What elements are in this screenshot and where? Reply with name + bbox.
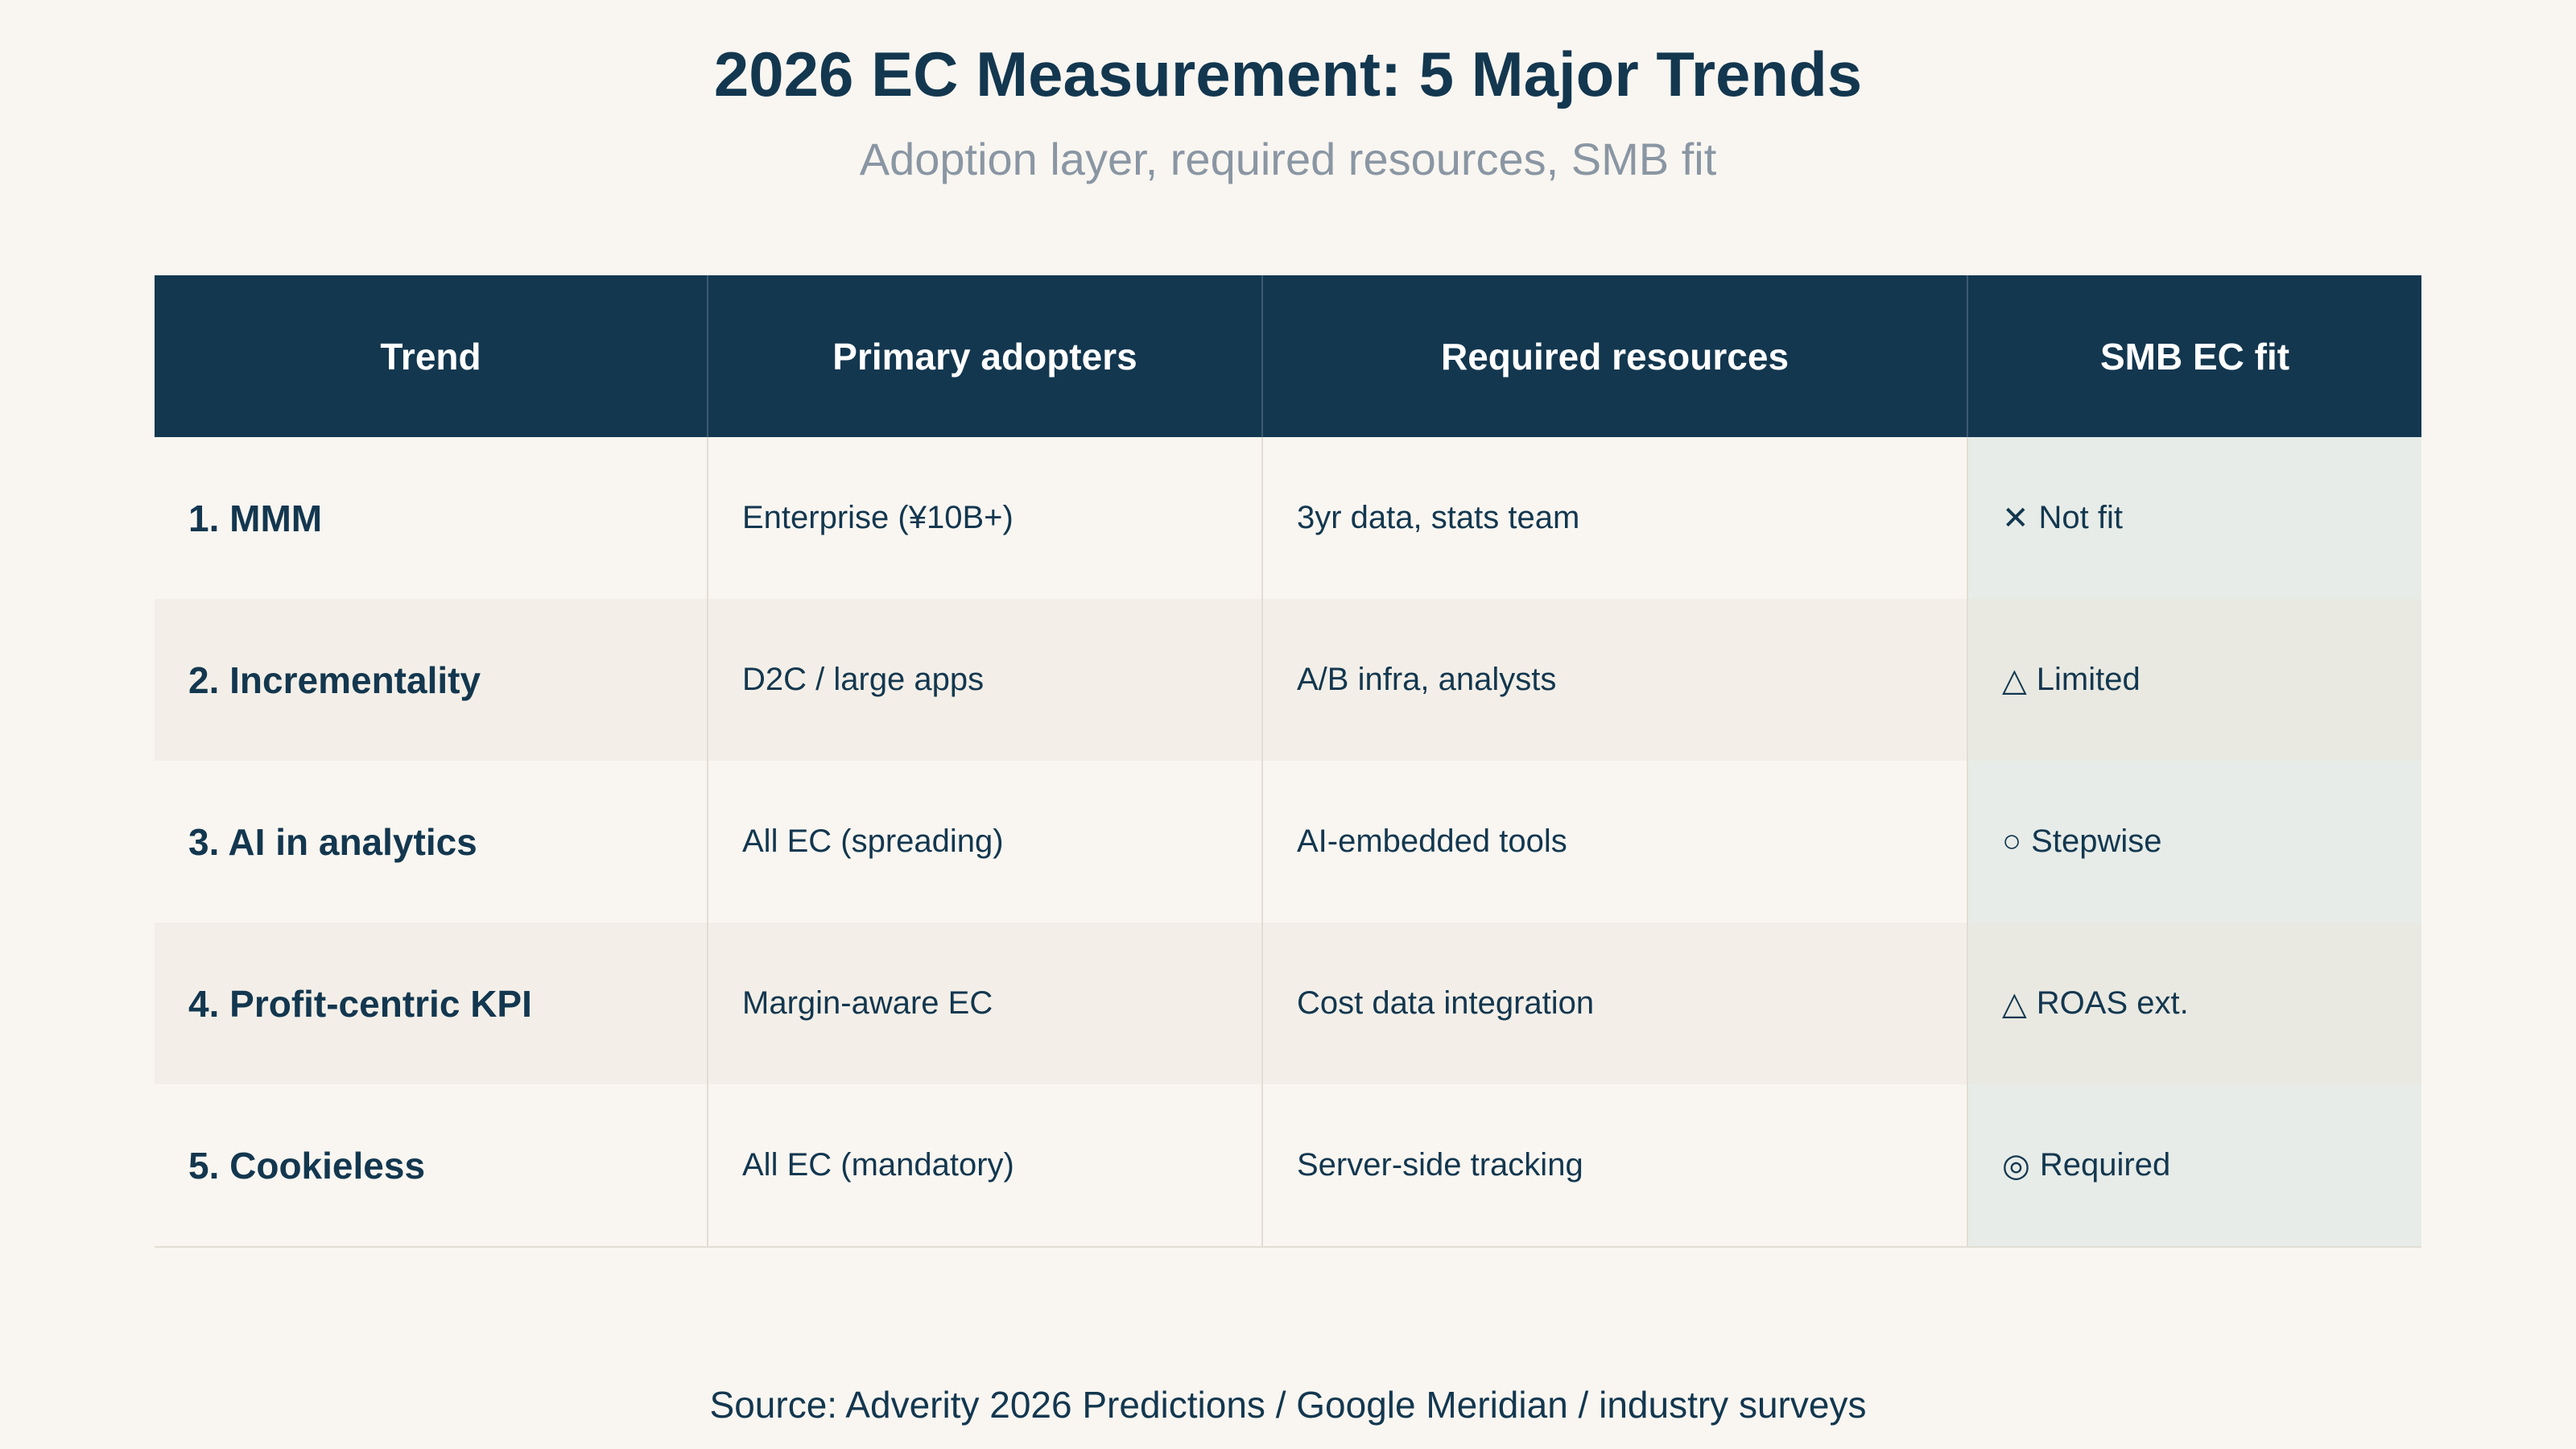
column-header-primary-adopters: Primary adopters xyxy=(708,275,1263,437)
table-header-row: Trend Primary adopters Required resource… xyxy=(155,275,2421,437)
triangle-icon: △ xyxy=(2002,985,2027,1022)
fit-label: Required xyxy=(2039,1147,2171,1183)
trend-cell: 2. Incrementality xyxy=(155,599,708,761)
page-title: 2026 EC Measurement: 5 Major Trends xyxy=(713,39,1863,109)
trends-table: Trend Primary adopters Required resource… xyxy=(155,275,2421,1248)
fit-cell: ✕ Not fit xyxy=(1968,437,2421,599)
double-circle-icon: ◎ xyxy=(2002,1147,2030,1183)
table-row: 3. AI in analytics All EC (spreading) AI… xyxy=(155,761,2421,923)
adopters-cell: Margin-aware EC xyxy=(708,923,1263,1084)
resources-cell: Cost data integration xyxy=(1263,923,1968,1084)
table-row: 2. Incrementality D2C / large apps A/B i… xyxy=(155,599,2421,761)
fit-label: Not fit xyxy=(2038,500,2123,535)
source-note: Source: Adverity 2026 Predictions / Goog… xyxy=(709,1384,1867,1426)
column-header-trend: Trend xyxy=(155,275,708,437)
fit-cell: ○ Stepwise xyxy=(1968,761,2421,923)
fit-cell: △ Limited xyxy=(1968,599,2421,761)
table-row: 5. Cookieless All EC (mandatory) Server-… xyxy=(155,1084,2421,1246)
adopters-cell: All EC (spreading) xyxy=(708,761,1263,923)
fit-cell: ◎ Required xyxy=(1968,1084,2421,1246)
trend-cell: 4. Profit-centric KPI xyxy=(155,923,708,1084)
column-header-smb-ec-fit: SMB EC fit xyxy=(2099,335,2290,378)
circle-icon: ○ xyxy=(2002,824,2022,859)
table-row: 4. Profit-centric KPI Margin-aware EC Co… xyxy=(155,923,2421,1084)
adopters-cell: D2C / large apps xyxy=(708,599,1263,761)
triangle-icon: △ xyxy=(2002,662,2027,698)
resources-cell: A/B infra, analysts xyxy=(1263,599,1968,761)
table-row: 1. MMM Enterprise (¥10B+) 3yr data, stat… xyxy=(155,437,2421,599)
fit-cell: △ ROAS ext. xyxy=(1968,923,2421,1084)
fit-label: ROAS ext. xyxy=(2036,985,2189,1021)
trend-cell: 5. Cookieless xyxy=(155,1084,708,1246)
resources-cell: Server-side tracking xyxy=(1263,1084,1968,1246)
trend-cell: 3. AI in analytics xyxy=(155,761,708,923)
resources-cell: 3yr data, stats team xyxy=(1263,437,1968,599)
adopters-cell: All EC (mandatory) xyxy=(708,1084,1263,1246)
cross-icon: ✕ xyxy=(2002,500,2029,536)
column-header-required-resources: Required resources xyxy=(1263,275,1968,437)
fit-label: Limited xyxy=(2036,662,2140,697)
page-subtitle: Adoption layer, required resources, SMB … xyxy=(859,134,1717,184)
fit-label: Stepwise xyxy=(2031,824,2162,859)
adopters-cell: Enterprise (¥10B+) xyxy=(708,437,1263,599)
resources-cell: AI-embedded tools xyxy=(1263,761,1968,923)
trend-cell: 1. MMM xyxy=(155,437,708,599)
